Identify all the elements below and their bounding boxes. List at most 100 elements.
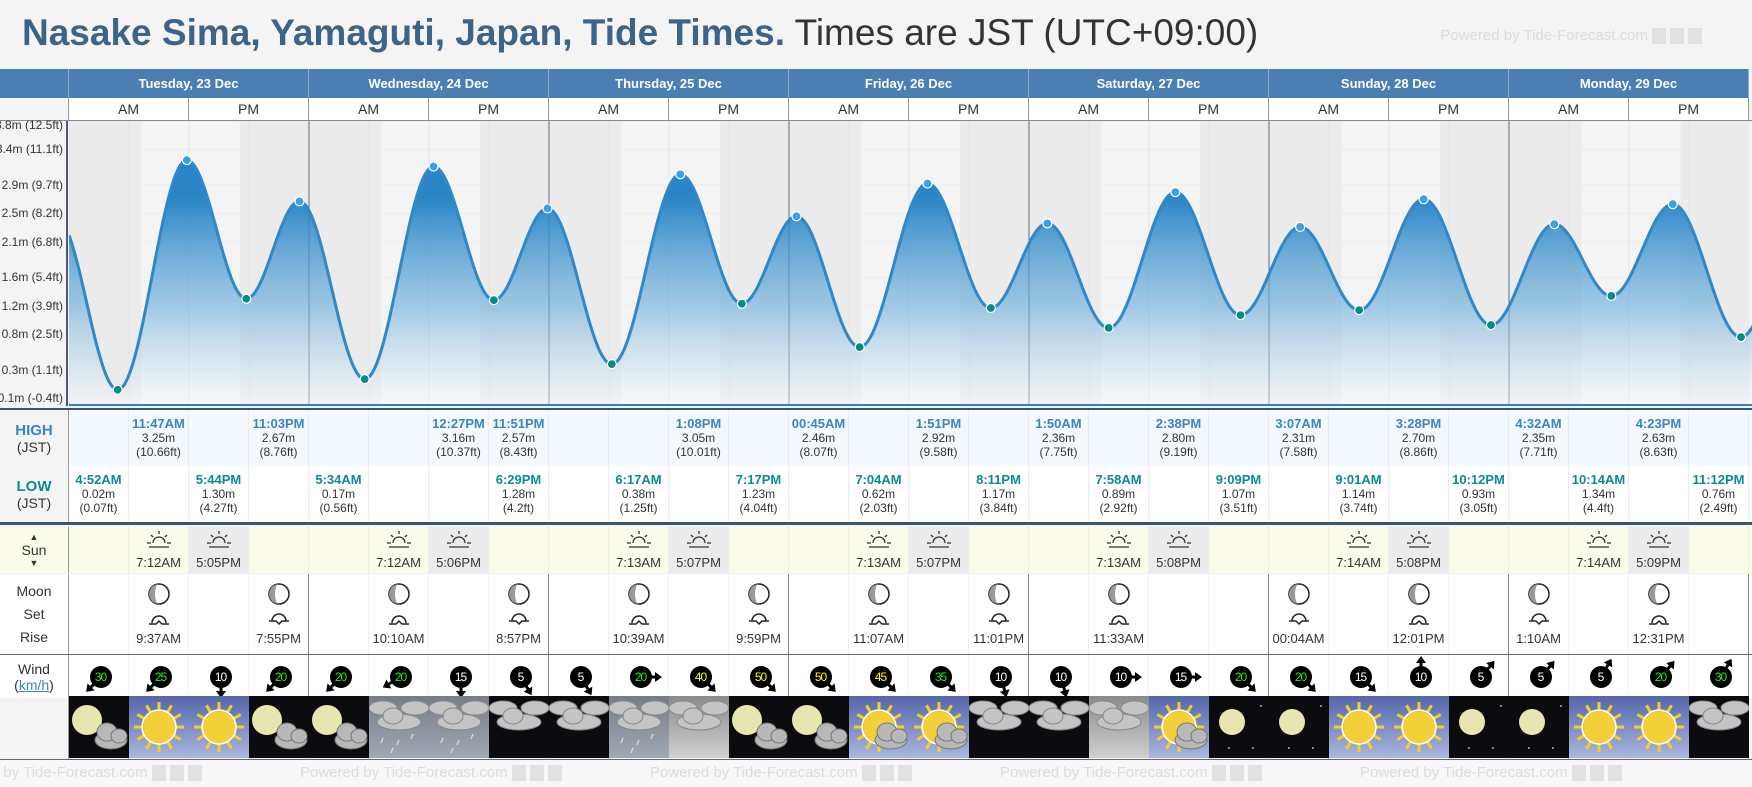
low-label-text: LOW — [16, 477, 52, 495]
watermark-text: Powered by Tide-Forecast.com — [1000, 764, 1208, 781]
low-cell: 9:01AM 1.14m (3.74ft) — [1329, 466, 1389, 522]
tide-ft: (8.07ft) — [799, 445, 838, 459]
wind-speed: 20 — [1649, 665, 1672, 688]
wind-arrow-icon — [630, 666, 662, 688]
logo-icon — [1571, 765, 1586, 782]
sun-set-time: 5:05PM — [196, 555, 241, 570]
sun-row: ▲ Sun ▼ 7:12AM 5:05PM 7:12AM 5:06PM 7:13AM 5:07… — [0, 527, 1752, 573]
tide-m: 0.38m — [621, 487, 656, 501]
high-tide-point — [1667, 199, 1678, 210]
tide-m: 2.92m — [921, 431, 956, 445]
moon-cell — [909, 574, 969, 654]
high-cell: 2:38PM 2.80m (9.19ft) — [1149, 410, 1209, 466]
moon-rise-time: 10:10AM — [372, 631, 425, 647]
day-header: Tuesday, 23 Dec — [69, 69, 309, 98]
sun-cell: 5:07PM — [669, 527, 729, 573]
day-header: Thursday, 25 Dec — [549, 69, 789, 98]
moon-label-text: Moon — [16, 583, 52, 600]
am-label: AM — [789, 98, 909, 120]
moon-cell — [1149, 574, 1209, 654]
logo-icon — [151, 765, 166, 782]
wind-indicator: 10 — [1099, 659, 1142, 695]
low-cell — [1389, 466, 1449, 522]
sun-set-time: 5:07PM — [676, 555, 721, 570]
weather-sun-cloud-icon — [908, 696, 969, 761]
wind-cell: 5 — [549, 655, 609, 698]
wind-speed: 5 — [1589, 665, 1612, 688]
low-cell: 6:17AM 0.38m (1.25ft) — [609, 466, 669, 522]
moon-phase-icon — [1647, 582, 1671, 609]
day-header: Wednesday, 24 Dec — [309, 69, 549, 98]
tide-m: 0.89m — [1101, 487, 1136, 501]
moon-cell: 7:55PM — [249, 574, 309, 654]
sunset-icon — [1406, 530, 1432, 553]
wind-unit-link[interactable]: km/h — [18, 676, 50, 693]
wind-cell: 50 — [789, 655, 849, 698]
corner — [0, 69, 69, 98]
moon-cell — [789, 574, 849, 654]
wind-arrow-icon — [210, 666, 232, 698]
logo-icon — [1607, 765, 1622, 782]
moon-cell — [549, 574, 609, 654]
low-cell: 7:17PM 1.23m (4.04ft) — [729, 466, 789, 522]
high-tide-point — [675, 169, 686, 180]
high-cell: 00:45AM 2.46m (8.07ft) — [789, 410, 849, 466]
tide-ft: (7.58ft) — [1279, 445, 1318, 459]
high-cell: 11:03PM 2.67m (8.76ft) — [249, 410, 309, 466]
tide-m: 1.23m — [741, 487, 776, 501]
tide-chart: -0.1m (-0.4ft) 0.3m (1.1ft) 0.8m (2.5ft) 1.… — [0, 118, 1752, 406]
sun-label-text: Sun — [21, 542, 47, 558]
sun-cell — [549, 527, 609, 573]
low-cell — [669, 466, 729, 522]
wind-indicator: 10 — [1399, 655, 1439, 695]
moon-rise-time: 12:31PM — [1632, 631, 1685, 647]
pm-label: PM — [909, 98, 1029, 120]
moonset-icon — [987, 612, 1011, 629]
tide-ft: (8.63ft) — [1639, 445, 1678, 459]
sun-rise-time: 7:13AM — [616, 555, 661, 570]
wind-indicator: 15 — [439, 659, 479, 698]
low-cell — [1149, 466, 1209, 522]
day-header: Sunday, 28 Dec — [1269, 69, 1509, 98]
logo-icon — [897, 765, 912, 782]
tide-m: 3.16m — [441, 431, 476, 445]
tide-ft: (8.86ft) — [1399, 445, 1438, 459]
ampm-row: AM PM AM PM AM PM AM PM AM PM AM PM AM PM — [0, 98, 1752, 121]
tide-time: 6:29PM — [495, 472, 542, 487]
weather-moon-icon — [1448, 696, 1509, 761]
high-tide-point — [1549, 218, 1560, 230]
sunrise-icon — [866, 530, 892, 553]
watermark: Powered by Tide-Forecast.com — [1360, 764, 1622, 782]
weather-cell — [188, 696, 249, 759]
watermark-text: Powered by Tide-Forecast.com — [1360, 764, 1568, 781]
weather-cell — [608, 696, 669, 759]
wind-cell: 10 — [189, 655, 249, 698]
weather-cell — [308, 696, 369, 759]
wind-indicator: 50 — [739, 659, 779, 695]
tide-m: 0.17m — [321, 487, 356, 501]
y-tick-label: 0.3m (1.1ft) — [1, 362, 63, 377]
logo-icon — [1670, 28, 1684, 45]
tide-m: 2.70m — [1401, 431, 1436, 445]
watermark: Powered by Tide-Forecast.com — [650, 764, 912, 782]
weather-cell — [1628, 696, 1689, 759]
weather-moon-icon — [1508, 696, 1569, 761]
tide-m: 1.30m — [201, 487, 236, 501]
wind-speed: 5 — [569, 665, 592, 688]
moon-phase-icon — [507, 582, 531, 609]
tide-time: 00:45AM — [791, 416, 846, 431]
weather-night-cloud-icon — [488, 696, 549, 761]
wind-speed: 20 — [629, 665, 652, 688]
down-arrow-icon: ▼ — [29, 558, 39, 568]
moon-rise-time: 9:37AM — [136, 631, 181, 647]
high-tide-point — [922, 178, 933, 189]
moon-cell — [1449, 574, 1509, 654]
rise-label: Rise — [19, 628, 48, 645]
tide-ft: (3.51ft) — [1219, 501, 1258, 515]
y-tick-label: 1.2m (3.9ft) — [1, 298, 63, 313]
moonset-icon — [1527, 612, 1551, 629]
logo-icon — [1229, 765, 1244, 782]
weather-moon-cloud-icon — [68, 696, 129, 761]
high-tide-point — [428, 161, 439, 172]
wind-speed: 35 — [929, 665, 952, 688]
